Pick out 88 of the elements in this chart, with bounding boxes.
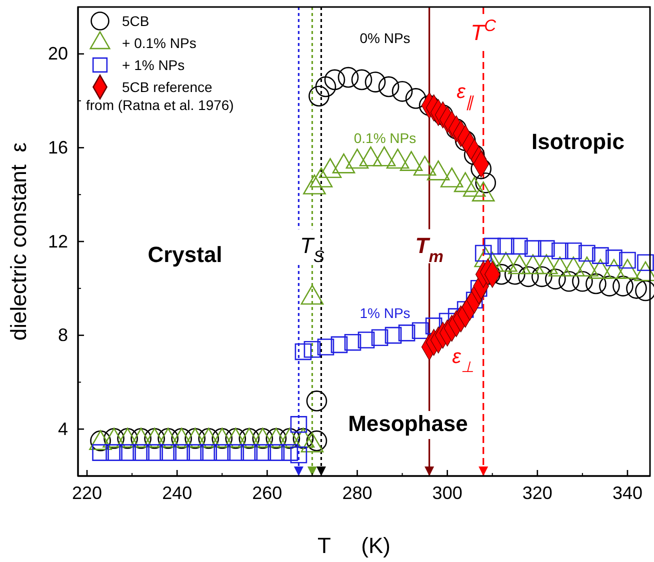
point	[306, 390, 328, 412]
annotation: 0% NPs	[360, 30, 410, 46]
point	[294, 343, 312, 360]
point	[524, 240, 542, 257]
ref-line-label: T$_{m}$	[415, 233, 444, 266]
x-tick-label: 260	[252, 482, 282, 503]
point	[378, 76, 400, 98]
point	[132, 444, 150, 461]
ref-line-label: T$^{C}$	[470, 16, 496, 45]
x-tick-label: 240	[162, 482, 192, 503]
point	[544, 268, 566, 290]
point	[592, 247, 609, 264]
annotation: 0.1% NPs	[354, 130, 416, 146]
point	[531, 266, 552, 288]
annotation: Crystal	[148, 242, 222, 267]
annotation: ε$_{∥}$	[456, 81, 474, 110]
point	[344, 334, 362, 351]
point	[552, 242, 568, 260]
annotation: 1% NPs	[360, 305, 410, 321]
y-tick-label: 20	[48, 44, 68, 64]
point	[612, 276, 634, 296]
point	[324, 69, 346, 90]
point	[254, 444, 272, 461]
point	[510, 238, 528, 255]
point	[371, 329, 388, 346]
y-tick-label: 4	[58, 418, 68, 439]
point	[565, 242, 582, 260]
annotation: ε$_{⊥}$	[452, 346, 474, 376]
point	[119, 444, 136, 461]
point	[599, 276, 620, 296]
point	[626, 278, 647, 299]
y-axis-title: dielectric constant ε	[6, 142, 31, 341]
point	[358, 332, 375, 348]
point	[315, 76, 336, 98]
x-tick-label: 300	[432, 482, 462, 503]
point	[268, 444, 285, 461]
point	[484, 238, 501, 255]
point	[392, 81, 413, 102]
annotation: from (Ratna et al. 1976)	[86, 97, 234, 113]
legend-label: 5CB reference	[122, 79, 212, 95]
legend-label: 5CB	[122, 13, 150, 29]
point	[351, 69, 372, 90]
point	[475, 172, 496, 194]
point	[412, 322, 429, 340]
x-axis-title: T (K)	[318, 533, 390, 558]
point	[317, 338, 334, 356]
legend-label: + 1% NPs	[122, 57, 185, 73]
point	[405, 88, 426, 109]
point	[306, 430, 328, 452]
point	[214, 444, 231, 461]
point	[586, 273, 606, 294]
y-tick-label: 16	[48, 137, 68, 158]
point	[290, 446, 308, 464]
point	[240, 444, 258, 461]
point	[290, 416, 308, 433]
point	[518, 266, 539, 288]
point	[200, 444, 218, 461]
point	[146, 444, 163, 461]
point	[160, 444, 176, 461]
point	[308, 86, 330, 107]
annotation: Isotropic	[532, 129, 624, 154]
y-tick-label: 12	[48, 231, 68, 252]
point	[227, 444, 244, 461]
point	[92, 444, 109, 461]
point	[538, 240, 555, 257]
point	[186, 444, 204, 461]
point	[281, 444, 298, 461]
point	[106, 444, 122, 461]
point	[558, 270, 580, 292]
annotation: Mesophase	[348, 411, 468, 436]
point	[606, 250, 622, 266]
x-tick-label: 320	[522, 482, 552, 503]
point	[304, 340, 321, 358]
point	[173, 444, 190, 461]
y-tick-label: 8	[58, 325, 68, 346]
point	[330, 336, 348, 354]
point	[384, 326, 402, 344]
point	[364, 72, 386, 92]
x-tick-label: 280	[342, 482, 372, 503]
point	[497, 238, 514, 255]
point	[338, 66, 359, 88]
x-tick-label: 340	[612, 482, 643, 503]
point	[504, 264, 526, 285]
x-tick-label: 220	[72, 482, 102, 503]
point	[578, 244, 596, 262]
point	[398, 324, 416, 342]
legend-label: + 0.1% NPs	[122, 35, 196, 51]
point	[572, 270, 593, 292]
